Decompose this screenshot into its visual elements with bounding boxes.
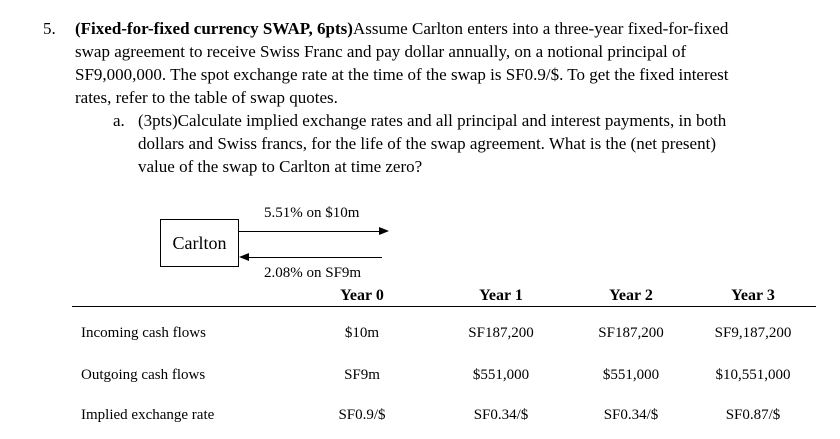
header-year-3: Year 3 [731,287,775,304]
header-year-1: Year 1 [479,287,523,304]
table-header-rule [72,306,816,307]
question-text-line-2: swap agreement to receive Swiss Franc an… [75,42,687,61]
question-first-line: (Fixed-for-fixed currency SWAP, 6pts)Ass… [75,17,728,40]
question-text-line-4: rates, refer to the table of swap quotes… [75,88,338,107]
subquestion-label: a. [113,111,125,130]
bottom-arrow-label: 2.08% on SF9m [264,265,362,281]
subquestion-text-line-2: dollars and Swiss francs, for the life o… [138,134,716,153]
question-number: 5. [43,19,56,38]
row-label-incoming: Incoming cash flows [81,325,206,341]
top-arrow-line [239,231,379,232]
outgoing-year-1: $551,000 [472,367,530,383]
exchange-rate-year-3: SF0.87/$ [725,407,781,423]
incoming-year-0: $10m [344,325,380,341]
top-arrow-label: 5.51% on $10m [264,205,360,221]
subquestion-text-line-3: value of the swap to Carlton at time zer… [138,157,423,176]
row-label-outgoing: Outgoing cash flows [81,367,206,383]
incoming-year-3: SF9,187,200 [714,325,792,341]
header-year-0: Year 0 [340,287,384,304]
incoming-year-2: SF187,200 [598,325,664,341]
header-year-2: Year 2 [609,287,653,304]
top-arrow-head [379,227,389,235]
outgoing-year-3: $10,551,000 [715,367,791,383]
bottom-arrow-line [249,257,382,258]
outgoing-year-2: $551,000 [602,367,660,383]
exchange-rate-year-1: SF0.34/$ [473,407,529,423]
incoming-year-1: SF187,200 [468,325,534,341]
bottom-arrow-head [239,253,249,261]
row-label-exchange-rate: Implied exchange rate [81,407,215,423]
exchange-rate-year-0: SF0.9/$ [338,407,386,423]
question-text-line-3: SF9,000,000. The spot exchange rate at t… [75,65,729,84]
carlton-box-label: Carlton [172,232,227,253]
question-title: (Fixed-for-fixed currency SWAP, 6pts) [75,19,353,38]
outgoing-year-0: SF9m [344,367,380,383]
subquestion-text-line-1: (3pts)Calculate implied exchange rates a… [138,111,727,130]
question-text-line-1: Assume Carlton enters into a three-year … [352,19,729,38]
exchange-rate-year-2: SF0.34/$ [603,407,659,423]
carlton-box: Carlton [160,219,239,267]
